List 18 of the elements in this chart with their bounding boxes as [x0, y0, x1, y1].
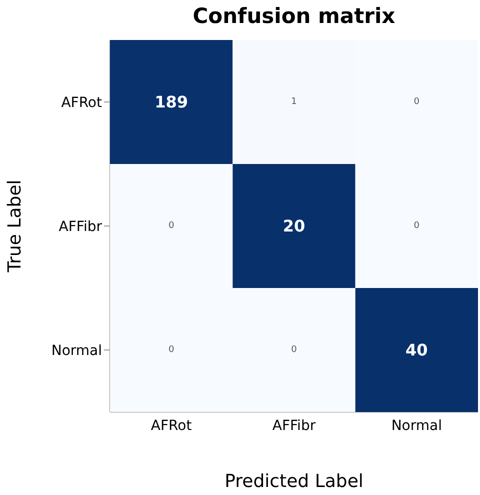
x-tick-label: AFRot: [150, 418, 192, 434]
data-label: 189: [154, 92, 188, 112]
data-label: 0: [291, 345, 298, 355]
data-label: 0: [168, 345, 174, 355]
y-tick-label: Normal: [51, 342, 102, 359]
data-label: 0: [168, 221, 174, 231]
y-tick-label: AFFibr: [58, 218, 102, 235]
y-tick-label: AFRot: [61, 94, 102, 111]
data-label: 20: [282, 216, 306, 236]
data-label: 0: [414, 221, 420, 231]
y-axis-title: True Label: [4, 180, 26, 274]
data-label: 0: [414, 97, 420, 107]
x-axis-title: Predicted Label: [224, 471, 364, 492]
data-label: 1: [291, 97, 297, 107]
x-tick-label: Normal: [391, 418, 442, 434]
x-tick-label: AFFibr: [272, 418, 316, 434]
chart-title: Confusion matrix: [192, 4, 396, 28]
data-label: 40: [406, 340, 428, 360]
